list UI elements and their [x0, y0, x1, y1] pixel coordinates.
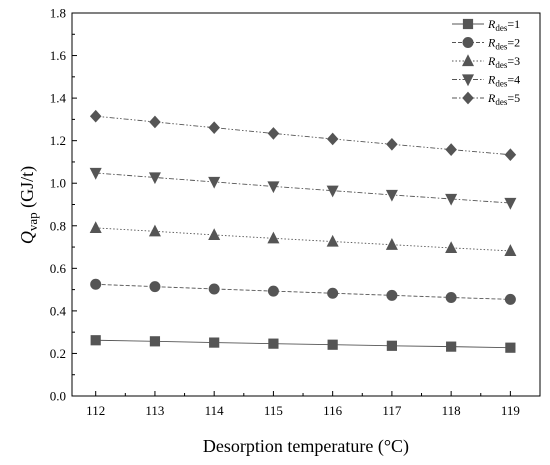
data-point: [89, 167, 102, 180]
legend-marker: [462, 91, 474, 105]
data-point: [327, 287, 339, 299]
data-point: [267, 181, 280, 194]
legend-marker: [461, 54, 475, 67]
data-point: [504, 148, 517, 162]
x-tick-label: 112: [86, 403, 105, 418]
series-line: [95, 339, 511, 349]
y-tick-label: 1.4: [50, 91, 67, 106]
y-axis: 0.0 0.2 0.4 0.6 0.8 1.0 1.2 1.4 1.6 1.8: [50, 6, 77, 404]
series-line: [95, 172, 511, 204]
series-1: [90, 335, 516, 353]
data-point: [445, 291, 457, 303]
legend-label: Rdes=5: [487, 91, 520, 107]
legend-item-4: Rdes=4: [452, 73, 520, 89]
legend-item-2: Rdes=2: [452, 36, 520, 52]
data-point: [209, 337, 220, 348]
data-point: [208, 121, 220, 135]
legend-label: Rdes=1: [487, 17, 520, 33]
data-point: [89, 109, 102, 123]
x-tick-label: 115: [264, 403, 283, 418]
series-4: [89, 167, 517, 210]
x-tick-label: 113: [145, 403, 164, 418]
data-point: [327, 339, 338, 350]
data-point: [149, 115, 161, 129]
y-tick-label: 1.0: [50, 176, 66, 191]
legend-label: Rdes=2: [487, 36, 520, 52]
y-tick-label: 0.2: [50, 346, 66, 361]
data-point: [208, 176, 221, 189]
data-point: [445, 143, 457, 156]
data-point: [446, 341, 457, 352]
data-point: [268, 338, 279, 349]
data-point: [267, 285, 279, 297]
series-line: [95, 227, 511, 252]
data-point: [505, 342, 516, 353]
x-tick-label: 117: [382, 403, 402, 418]
data-point: [385, 189, 398, 202]
y-tick-label: 0.6: [50, 261, 67, 276]
x-axis-title: Desorption temperature (°C): [203, 436, 409, 457]
y-axis-title-main: Q: [17, 231, 37, 244]
y-tick-label: 1.2: [50, 133, 66, 148]
data-point: [445, 241, 458, 254]
legend-marker: [461, 74, 475, 87]
y-tick-label: 0.4: [50, 303, 67, 318]
x-tick-label: 119: [501, 403, 520, 418]
data-point: [208, 283, 220, 295]
series-layer: [89, 109, 517, 353]
data-point: [326, 185, 339, 198]
series-5: [89, 109, 517, 162]
data-point: [267, 127, 280, 140]
x-tick-label: 114: [205, 403, 225, 418]
data-point: [504, 293, 516, 305]
data-point: [208, 228, 221, 241]
data-point: [326, 234, 339, 247]
legend-label: Rdes=4: [487, 73, 520, 89]
data-point: [326, 132, 339, 146]
series-line: [95, 283, 511, 300]
legend-item-3: Rdes=3: [452, 54, 520, 70]
data-point: [148, 224, 161, 237]
data-point: [445, 193, 458, 206]
data-point: [149, 336, 161, 347]
data-point: [386, 289, 398, 301]
y-tick-label: 0.0: [50, 389, 66, 404]
legend-marker: [462, 18, 474, 30]
plot-frame: [71, 12, 541, 397]
x-axis: 112 113 114 115 116 117 118 119: [86, 391, 520, 418]
legend-item-5: Rdes=5: [452, 91, 520, 107]
legend-label: Rdes=3: [487, 54, 520, 70]
y-axis-title-unit: (GJ/t): [17, 166, 38, 213]
data-point: [149, 281, 161, 293]
data-point: [504, 197, 517, 210]
data-point: [267, 231, 280, 244]
legend-item-1: Rdes=1: [452, 17, 520, 33]
legend: Rdes=1 Rdes=2 Rdes=3 Rdes=4 Rdes=5: [452, 17, 520, 107]
series-3: [89, 221, 517, 256]
y-axis-title: Qvap (GJ/t): [17, 166, 40, 244]
x-tick-label: 118: [442, 403, 461, 418]
y-tick-label: 1.6: [50, 48, 67, 63]
data-point: [148, 172, 161, 185]
data-point: [385, 238, 398, 250]
data-point: [386, 340, 397, 351]
series-line: [95, 115, 511, 156]
y-tick-label: 0.8: [50, 218, 66, 233]
x-tick-label: 116: [323, 403, 343, 418]
legend-marker: [462, 37, 474, 48]
data-point: [90, 278, 102, 290]
data-point: [90, 335, 101, 346]
data-point: [504, 244, 517, 256]
data-point: [386, 137, 398, 151]
y-axis-title-sub: vap: [25, 212, 40, 231]
data-point: [89, 221, 102, 234]
series-2: [90, 278, 516, 305]
y-tick-label: 1.8: [50, 6, 66, 21]
